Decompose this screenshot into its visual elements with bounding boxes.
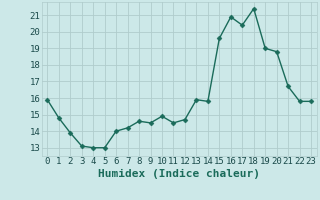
X-axis label: Humidex (Indice chaleur): Humidex (Indice chaleur) xyxy=(98,169,260,179)
